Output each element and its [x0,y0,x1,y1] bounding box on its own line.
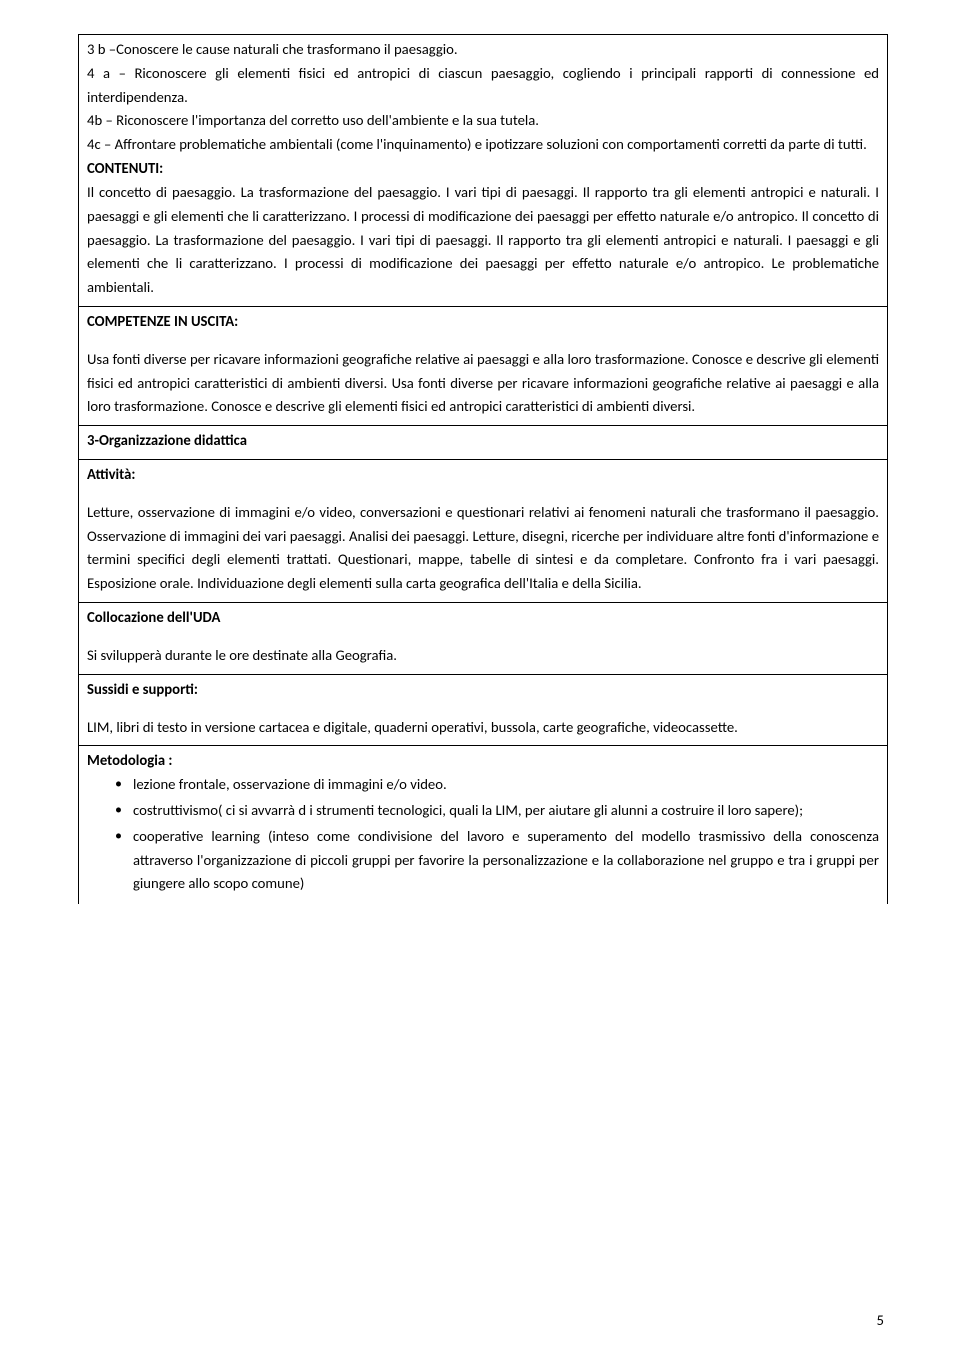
section-organizzazione: 3-Organizzazione didattica [79,426,887,460]
sussidi-body: LIM, libri di testo in versione cartacea… [87,716,879,740]
document-table: 3 b –Conoscere le cause naturali che tra… [78,34,888,904]
heading-attivita: Attività: [87,463,879,487]
metodologia-list: lezione frontale, osservazione di immagi… [87,773,879,896]
heading-metodologia: Metodologia : [87,749,879,773]
section-attivita: Attività: Letture, osservazione di immag… [79,460,887,603]
competenze-body: Usa fonti diverse per ricavare informazi… [87,348,879,419]
list-item: cooperative learning (inteso come condiv… [115,825,879,896]
heading-organizzazione: 3-Organizzazione didattica [87,429,879,453]
contenuti-body: Il concetto di paesaggio. La trasformazi… [87,181,879,300]
section-contenuti: 3 b –Conoscere le cause naturali che tra… [79,35,887,307]
heading-collocazione: Collocazione dell'UDA [87,606,879,630]
heading-contenuti: CONTENUTI: [87,157,879,181]
section-competenze: COMPETENZE IN USCITA: Usa fonti diverse … [79,307,887,426]
heading-competenze: COMPETENZE IN USCITA: [87,310,879,334]
collocazione-body: Si svilupperà durante le ore destinate a… [87,644,879,668]
section-sussidi: Sussidi e supporti: LIM, libri di testo … [79,675,887,747]
attivita-body: Letture, osservazione di immagini e/o vi… [87,501,879,596]
objective-4c: 4c – Affrontare problematiche ambientali… [87,133,879,157]
section-metodologia: Metodologia : lezione frontale, osservaz… [79,746,887,904]
objective-4a: 4 a – Riconoscere gli elementi fisici ed… [87,62,879,110]
objective-4b: 4b – Riconoscere l'importanza del corret… [87,109,879,133]
list-item: lezione frontale, osservazione di immagi… [115,773,879,797]
page-number: 5 [877,1311,884,1329]
list-item: costruttivismo( ci si avvarrà d i strume… [115,799,879,823]
heading-sussidi: Sussidi e supporti: [87,678,879,702]
objective-3b: 3 b –Conoscere le cause naturali che tra… [87,38,879,62]
section-collocazione: Collocazione dell'UDA Si svilupperà dura… [79,603,887,675]
